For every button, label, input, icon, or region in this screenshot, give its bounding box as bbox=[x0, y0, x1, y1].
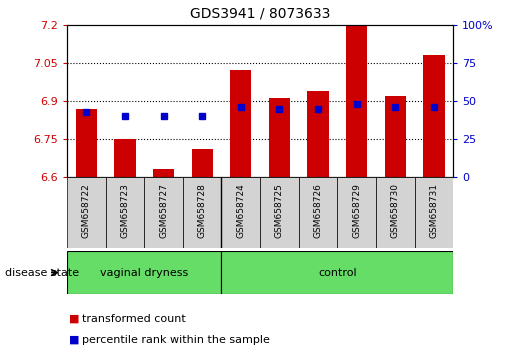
Text: ■: ■ bbox=[70, 335, 80, 345]
Bar bbox=[106, 177, 144, 248]
Text: percentile rank within the sample: percentile rank within the sample bbox=[82, 335, 270, 345]
Bar bbox=[76, 108, 97, 177]
Bar bbox=[67, 177, 106, 248]
Bar bbox=[376, 177, 415, 248]
Bar bbox=[153, 169, 174, 177]
Bar bbox=[260, 177, 299, 248]
Text: GSM658729: GSM658729 bbox=[352, 183, 361, 239]
Bar bbox=[67, 251, 221, 294]
Text: control: control bbox=[318, 268, 356, 278]
Text: GSM658730: GSM658730 bbox=[391, 183, 400, 239]
Text: transformed count: transformed count bbox=[82, 314, 186, 324]
Bar bbox=[230, 70, 251, 177]
Text: GSM658731: GSM658731 bbox=[430, 183, 438, 239]
Text: GSM658722: GSM658722 bbox=[82, 184, 91, 238]
Text: GSM658727: GSM658727 bbox=[159, 183, 168, 239]
Bar bbox=[192, 149, 213, 177]
Text: GSM658725: GSM658725 bbox=[275, 183, 284, 239]
Bar bbox=[423, 55, 444, 177]
Bar bbox=[221, 177, 260, 248]
Bar bbox=[183, 177, 221, 248]
Text: GSM658728: GSM658728 bbox=[198, 183, 207, 239]
Text: GSM658724: GSM658724 bbox=[236, 184, 245, 238]
Bar bbox=[307, 91, 329, 177]
Text: disease state: disease state bbox=[5, 268, 79, 278]
Bar bbox=[299, 177, 337, 248]
Bar bbox=[337, 177, 376, 248]
Bar bbox=[385, 96, 406, 177]
Title: GDS3941 / 8073633: GDS3941 / 8073633 bbox=[190, 7, 330, 21]
Bar bbox=[144, 177, 183, 248]
Bar bbox=[415, 177, 453, 248]
Text: vaginal dryness: vaginal dryness bbox=[100, 268, 188, 278]
Text: GSM658726: GSM658726 bbox=[314, 183, 322, 239]
Bar bbox=[346, 25, 367, 177]
Text: GSM658723: GSM658723 bbox=[121, 183, 129, 239]
Text: ■: ■ bbox=[70, 314, 80, 324]
Bar bbox=[221, 251, 453, 294]
Bar bbox=[269, 98, 290, 177]
Bar bbox=[114, 139, 135, 177]
